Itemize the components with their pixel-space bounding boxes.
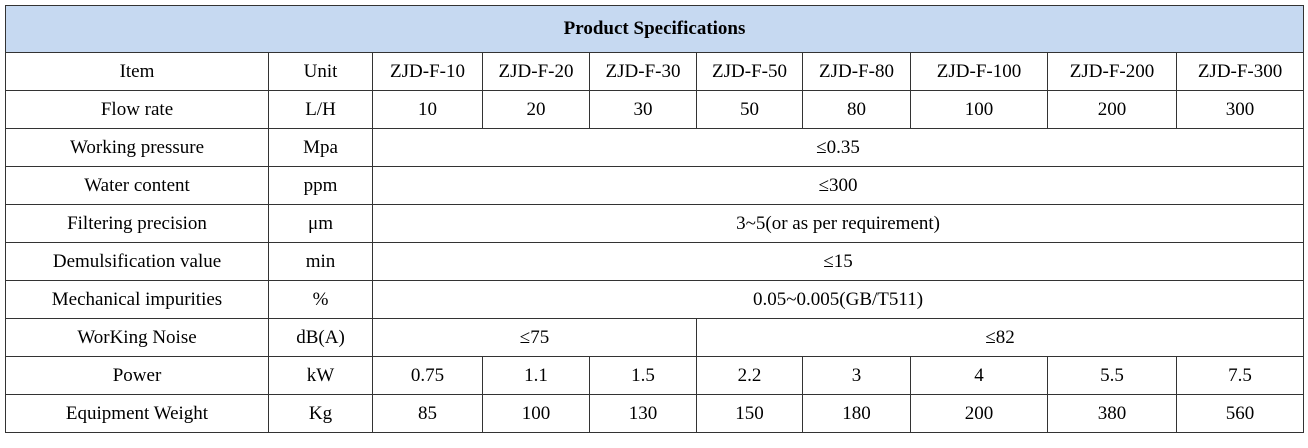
row-label: WorKing Noise [5, 318, 269, 357]
value-cell: ≤75 [372, 318, 697, 357]
row-label: Working pressure [5, 128, 269, 167]
unit-cell: ppm [268, 166, 373, 205]
value-cell: 2.2 [696, 356, 803, 395]
table-body: Product Specifications Item Unit ZJD-F-10 Z… [4, 5, 1305, 433]
unit-cell: Kg [268, 394, 373, 433]
header-cell: ZJD-F-20 [482, 52, 590, 91]
title-row: Product Specifications [4, 5, 1305, 53]
data-row: Power kW 0.75 1.1 1.5 2.2 3 4 5.5 7.5 [5, 356, 1305, 395]
spec-table: Product Specifications Item Unit ZJD-F-10 Z… [4, 5, 1305, 433]
header-row: Item Unit ZJD-F-10 ZJD-F-20 ZJD-F-30 ZJD-F-50… [5, 52, 1305, 91]
header-cell: ZJD-F-300 [1175, 52, 1305, 91]
value-cell: 85 [372, 394, 483, 433]
value-cell: ≤15 [371, 242, 1305, 281]
unit-cell: Mpa [268, 128, 373, 167]
value-cell: 200 [910, 394, 1048, 433]
value-cell: 0.75 [372, 356, 483, 395]
row-label: Flow rate [5, 90, 269, 129]
value-cell: 100 [482, 394, 590, 433]
row-label: Demulsification value [5, 242, 269, 281]
value-cell: 0.05~0.005(GB/T511) [371, 280, 1305, 319]
row-label: Equipment Weight [5, 394, 269, 433]
value-cell: 30 [589, 90, 697, 129]
header-cell: Unit [268, 52, 373, 91]
value-cell: ≤300 [371, 166, 1305, 205]
header-cell: ZJD-F-10 [372, 52, 483, 91]
unit-cell: L/H [268, 90, 373, 129]
value-cell: 3~5(or as per requirement) [371, 204, 1305, 243]
value-cell: 3 [802, 356, 911, 395]
value-cell: 1.5 [589, 356, 697, 395]
unit-cell: min [268, 242, 373, 281]
value-cell: 100 [910, 90, 1048, 129]
data-row: Flow rate L/H 10 20 30 50 80 100 200 300 [5, 90, 1305, 129]
value-cell: 50 [696, 90, 803, 129]
value-cell: 560 [1175, 394, 1305, 433]
header-cell: ZJD-F-80 [802, 52, 911, 91]
data-row: Filtering precision μm 3~5(or as per requi… [5, 204, 1305, 243]
value-cell: 80 [802, 90, 911, 129]
value-cell: 200 [1047, 90, 1177, 129]
value-cell: 180 [802, 394, 911, 433]
unit-cell: dB(A) [268, 318, 373, 357]
data-row: Working pressure Mpa ≤0.35 [5, 128, 1305, 167]
value-cell: 300 [1175, 90, 1305, 129]
value-cell: 380 [1047, 394, 1177, 433]
data-row: Water content ppm ≤300 [5, 166, 1305, 205]
header-cell: ZJD-F-30 [589, 52, 697, 91]
value-cell: ≤0.35 [371, 128, 1305, 167]
value-cell: 150 [696, 394, 803, 433]
row-label: Mechanical impurities [5, 280, 269, 319]
row-label: Water content [5, 166, 269, 205]
header-cell: ZJD-F-100 [910, 52, 1048, 91]
value-cell: ≤82 [695, 318, 1305, 357]
table-title: Product Specifications [4, 5, 1305, 53]
data-row: Mechanical impurities% 0.05~0.005(GB/T511… [5, 280, 1305, 319]
unit-cell: kW [268, 356, 373, 395]
data-row: Equipment Weight Kg 85 100 130 150 180 200 380 56… [5, 394, 1305, 433]
unit-cell: % [268, 280, 373, 319]
row-label: Power [5, 356, 269, 395]
header-cell: Item [5, 52, 269, 91]
header-cell: ZJD-F-200 [1047, 52, 1177, 91]
header-cell: ZJD-F-50 [696, 52, 803, 91]
value-cell: 7.5 [1175, 356, 1305, 395]
data-row: Demulsification value min ≤15 [5, 242, 1305, 281]
data-row: WorKing Noise dB(A) ≤75 ≤82 [5, 318, 1305, 357]
value-cell: 20 [482, 90, 590, 129]
value-cell: 1.1 [482, 356, 590, 395]
row-label: Filtering precision [5, 204, 269, 243]
value-cell: 4 [910, 356, 1048, 395]
value-cell: 5.5 [1047, 356, 1177, 395]
value-cell: 10 [372, 90, 483, 129]
unit-cell: μm [268, 204, 373, 243]
value-cell: 130 [589, 394, 697, 433]
